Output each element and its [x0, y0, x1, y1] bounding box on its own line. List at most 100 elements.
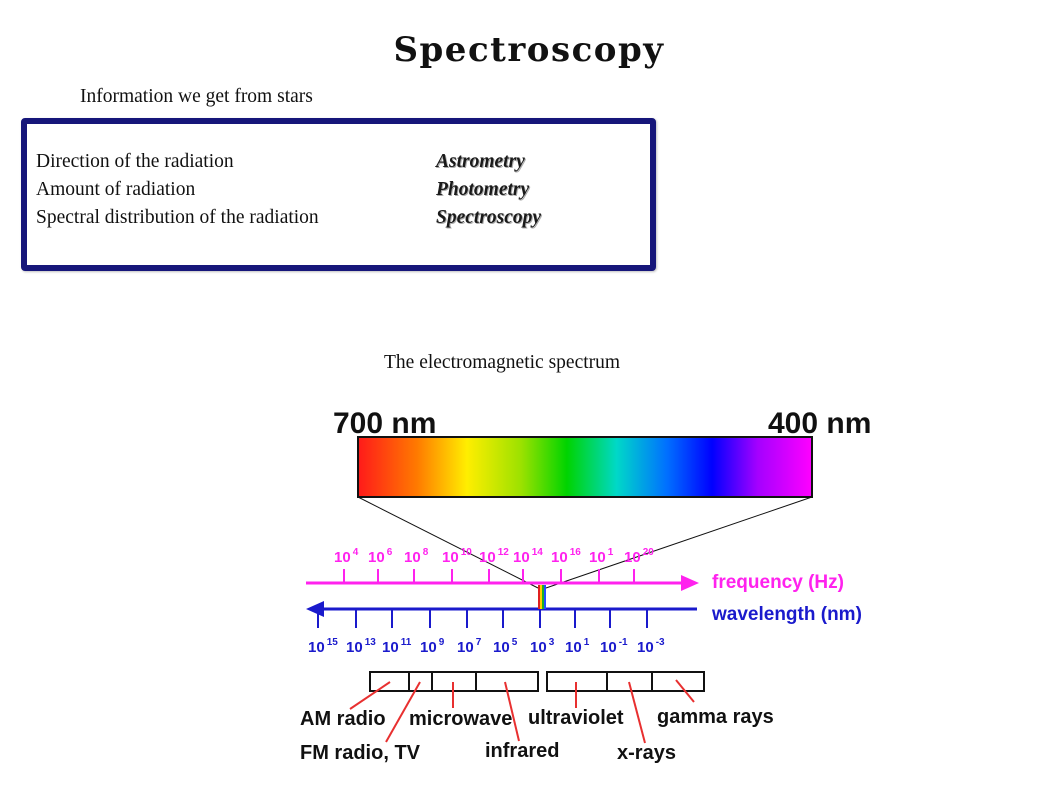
frequency-tick-base: 10 [589, 549, 606, 566]
frequency-tick-exponent: 1 [608, 547, 614, 558]
wavelength-tick-label: 10 3 [530, 637, 555, 656]
pointer-infrared [504, 681, 520, 742]
frequency-tick-base: 10 [624, 549, 641, 566]
visible-marker-yellow [540, 585, 542, 609]
wavelength-tick-label: 10 7 [457, 637, 482, 656]
band-label-fm-radio: FM radio, TV [300, 742, 421, 764]
wavelength-tick-exponent: 15 [327, 637, 339, 648]
visible-marker-red [538, 585, 540, 609]
visible-spectrum-bar [357, 436, 813, 498]
band-label-ultraviolet: ultraviolet [528, 707, 624, 729]
frequency-tick-label: 10 16 [551, 547, 581, 566]
wavelength-tick-label: 10 5 [493, 637, 518, 656]
wavelength-tick-base: 10 [600, 639, 617, 656]
band-label-am-radio: AM radio [300, 708, 386, 730]
info-box [21, 118, 656, 271]
wavelength-tick-base: 10 [493, 639, 510, 656]
visible-marker-green [542, 585, 544, 609]
pointer-x-rays [628, 681, 646, 744]
spectrum-caption: The electromagnetic spectrum [384, 352, 621, 373]
pointer-am-radio [349, 681, 391, 710]
wavelength-tick-exponent: 13 [365, 637, 377, 648]
frequency-ticks: 10 4 10 6 10 8 10 10 10 12 10 14 10 16 10 1 10 20 [334, 547, 654, 583]
wavelength-tick-exponent: -1 [619, 637, 628, 648]
band-box-x-rays [606, 671, 653, 692]
zoom-line-left [357, 496, 539, 589]
frequency-tick-exponent: 6 [387, 547, 393, 558]
frequency-tick-label: 10 8 [404, 547, 429, 566]
info-row-value: Photometry [436, 179, 530, 200]
frequency-tick-base: 10 [513, 549, 530, 566]
wavelength-tick-base: 10 [637, 639, 654, 656]
wavelength-tick-base: 10 [530, 639, 547, 656]
band-label-infrared: infrared [485, 740, 559, 762]
frequency-tick-exponent: 20 [643, 547, 655, 558]
frequency-arrowhead [681, 575, 699, 591]
frequency-tick-exponent: 12 [498, 547, 510, 558]
page-title: Spectroscopy [393, 30, 665, 70]
frequency-tick-label: 10 12 [479, 547, 509, 566]
wavelength-tick-label: 10 -3 [637, 637, 665, 656]
frequency-tick-label: 10 10 [442, 547, 472, 566]
info-row-label: Direction of the radiation [36, 151, 234, 172]
subtitle: Information we get from stars [80, 86, 313, 107]
wavelength-tick-base: 10 [420, 639, 437, 656]
wavelength-tick-label: 10 13 [346, 637, 376, 656]
wavelength-tick-base: 10 [308, 639, 325, 656]
frequency-tick-exponent: 14 [532, 547, 544, 558]
visible-marker-blue [544, 585, 546, 609]
band-label-x-rays: x-rays [617, 742, 676, 764]
info-row-label: Spectral distribution of the radiation [36, 207, 319, 228]
wavelength-tick-base: 10 [457, 639, 474, 656]
wavelength-ticks: 10 15 10 13 10 11 10 9 10 7 10 5 10 3 10 1 10 -1 10 -3 [308, 609, 665, 656]
zoom-line-right [545, 496, 813, 589]
band-boxes [369, 671, 705, 692]
wavelength-tick-base: 10 [382, 639, 399, 656]
wavelength-tick-exponent: 7 [476, 637, 482, 648]
frequency-tick-label: 10 1 [589, 547, 614, 566]
info-row-value: Spectroscopy [436, 207, 542, 228]
frequency-tick-base: 10 [442, 549, 459, 566]
frequency-tick-base: 10 [404, 549, 421, 566]
frequency-tick-base: 10 [551, 549, 568, 566]
frequency-tick-base: 10 [334, 549, 351, 566]
wavelength-tick-base: 10 [565, 639, 582, 656]
wavelength-tick-label: 10 1 [565, 637, 590, 656]
frequency-tick-exponent: 10 [461, 547, 473, 558]
frequency-tick-base: 10 [479, 549, 496, 566]
frequency-tick-label: 10 6 [368, 547, 393, 566]
frequency-tick-base: 10 [368, 549, 385, 566]
wavelength-tick-label: 10 15 [308, 637, 338, 656]
pointer-gamma-rays [675, 679, 695, 703]
pointer-fm-radio [385, 681, 421, 743]
frequency-tick-label: 10 14 [513, 547, 543, 566]
wavelength-tick-label: 10 -1 [600, 637, 628, 656]
wavelength-tick-exponent: 11 [401, 637, 412, 648]
frequency-tick-exponent: 16 [570, 547, 582, 558]
frequency-tick-exponent: 8 [423, 547, 429, 558]
wavelength-tick-exponent: -3 [656, 637, 665, 648]
band-label-microwave: microwave [409, 708, 512, 730]
wavelength-tick-label: 10 11 [382, 637, 412, 656]
frequency-tick-exponent: 4 [353, 547, 359, 558]
wavelength-tick-exponent: 9 [439, 637, 445, 648]
wavelength-tick-exponent: 1 [584, 637, 590, 648]
wavelength-axis-label: wavelength (nm) [711, 604, 862, 625]
wavelength-arrowhead [306, 601, 324, 617]
wavelength-tick-exponent: 3 [549, 637, 555, 648]
frequency-tick-label: 10 4 [334, 547, 359, 566]
wavelength-tick-exponent: 5 [512, 637, 518, 648]
frequency-axis-label: frequency (Hz) [712, 572, 844, 593]
band-label-gamma-rays: gamma rays [657, 706, 774, 728]
info-row-label: Amount of radiation [36, 179, 196, 200]
info-row-value: Astrometry [436, 151, 525, 172]
spectrum-right-label: 400 nm [768, 407, 871, 440]
band-pointers [349, 679, 695, 744]
frequency-tick-label: 10 20 [624, 547, 654, 566]
band-box-fm-radio [408, 671, 433, 692]
wavelength-tick-base: 10 [346, 639, 363, 656]
wavelength-tick-label: 10 9 [420, 637, 445, 656]
band-box-gamma-rays [651, 671, 705, 692]
spectrum-left-label: 700 nm [333, 407, 436, 440]
